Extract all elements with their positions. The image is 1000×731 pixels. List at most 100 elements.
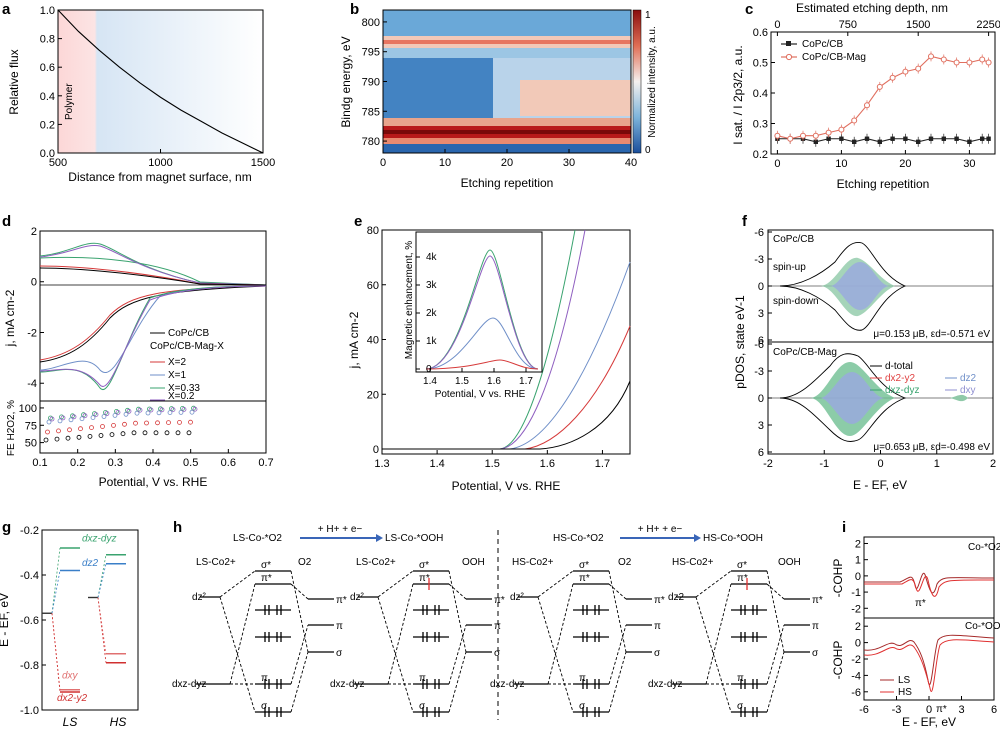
fe-point bbox=[192, 406, 198, 412]
h-mo-label: σ* bbox=[579, 560, 589, 571]
top-xlabel-c: Estimated etching depth, nm bbox=[796, 1, 948, 15]
c-xtick-label: 10 bbox=[835, 158, 847, 170]
ticks-a: 500 1000 1500 0.0 0.2 0.4 0.6 0.8 1.0 bbox=[40, 5, 276, 169]
fe-point bbox=[56, 428, 61, 434]
d-xtick-label: 0.6 bbox=[221, 457, 236, 469]
d-fe-ytick-label: 50 bbox=[25, 438, 37, 450]
point bbox=[903, 136, 908, 141]
f-xtick-label: -1 bbox=[819, 458, 829, 470]
c-top-xtick-label: 1500 bbox=[906, 19, 930, 31]
series-line-1 bbox=[777, 55, 989, 140]
cv-curves bbox=[39, 242, 267, 391]
mo-diagram-2: dz² dxz-dyz σ* π* π σ π* π σ bbox=[330, 560, 505, 717]
panel-a: a Polymer 500 1000 15000.00.20.40.60.81.0 … bbox=[2, 1, 275, 184]
legend-d: CoPc/CB CoPc/CB-Mag-X X=2 X=1 X=0.33 X=0… bbox=[150, 328, 224, 402]
axes-g bbox=[41, 529, 139, 711]
svg-text:HS-Co2+: HS-Co2+ bbox=[512, 557, 554, 568]
xlabel-e: Potential, V vs. RHE bbox=[452, 479, 561, 493]
e-inset-ytick-label: 0 bbox=[426, 364, 432, 375]
point bbox=[890, 136, 895, 141]
h-ligand-label: π bbox=[654, 621, 661, 632]
fe-point bbox=[49, 416, 55, 422]
h-mo-label: π* bbox=[579, 573, 590, 584]
ylabel-i-top: -COHP bbox=[831, 559, 845, 598]
fe-point bbox=[76, 434, 82, 440]
fe-point bbox=[145, 410, 151, 416]
xlabel-a: Distance from magnet surface, nm bbox=[68, 170, 251, 184]
svg-text:LS-Co2+: LS-Co2+ bbox=[356, 557, 396, 568]
panel-label-h: h bbox=[173, 519, 182, 536]
h-title-hs-ooh: HS-Co-*OOH bbox=[703, 533, 763, 544]
d-ytick-label: -2 bbox=[27, 327, 37, 339]
panel-label-c: c bbox=[745, 1, 753, 18]
c-ytick-label: 0.4 bbox=[753, 88, 768, 100]
levels-g: dxz-dyz dz2 dxy dx2-y2 bbox=[42, 533, 126, 704]
f-xtick-label: 0 bbox=[877, 458, 883, 470]
i-xtick-label: -6 bbox=[859, 704, 869, 716]
xlabel-f: E - EF, eV bbox=[853, 478, 907, 492]
fe-point bbox=[144, 420, 149, 426]
fe-point bbox=[131, 430, 137, 436]
c-top-xtick-label: 750 bbox=[839, 19, 857, 31]
point bbox=[877, 139, 882, 144]
i-top-ytick-label: 1 bbox=[855, 555, 861, 567]
ylabel-e: j, mA cm-2 bbox=[347, 311, 361, 369]
h-ligand-label: π bbox=[494, 621, 501, 632]
f-title-bottom: CoPc/CB-Mag bbox=[773, 347, 837, 358]
d-ytick-label: 0 bbox=[31, 277, 37, 289]
point bbox=[902, 68, 909, 75]
panel-i: i Co-*O2 Co-*OOH π* π* LS HS -6 -3 0 3 6 -2 -1… bbox=[831, 519, 1000, 729]
fe-point bbox=[189, 409, 195, 415]
point bbox=[812, 132, 819, 139]
fe-point bbox=[175, 430, 181, 436]
f-xtick-label: 2 bbox=[990, 458, 996, 470]
i-bot-ytick-label: -2 bbox=[851, 654, 861, 666]
d-xtick-label: 0.4 bbox=[145, 457, 160, 469]
i-bot-ytick-label: -6 bbox=[851, 687, 861, 699]
ylabel-d-fe: FE H2O2, % bbox=[6, 400, 17, 456]
h-correlation bbox=[695, 570, 785, 713]
panel-h: h LS-Co-*O2 + H+ + e− LS-Co-*OOH HS-Co-*… bbox=[172, 519, 823, 720]
h-arrow-ls: + H+ + e− bbox=[318, 524, 363, 535]
polymer-shading bbox=[58, 10, 263, 153]
h-mo-label: σ bbox=[419, 701, 426, 712]
h-correlation bbox=[219, 570, 309, 713]
g-ytick-label: -1.0 bbox=[20, 705, 39, 717]
h-title-ls-o2: LS-Co-*O2 bbox=[233, 533, 282, 544]
h-mo-label: π* bbox=[261, 573, 272, 584]
mo-diagram-1: dz² dxz-dyz σ* π* π σ π* π σ bbox=[172, 560, 347, 717]
fe-point bbox=[137, 407, 143, 413]
h-mo-label: π* bbox=[737, 573, 748, 584]
d-fe-ytick-label: 100 bbox=[19, 403, 37, 415]
fe-point bbox=[78, 426, 83, 432]
h-title-ls-ooh: LS-Co-*OOH bbox=[385, 533, 443, 544]
h-arrow-hs: + H+ + e− bbox=[638, 524, 683, 535]
fe-point bbox=[126, 408, 132, 414]
ticks-g: -1.0 -0.8 -0.6 -0.4 -0.2 bbox=[20, 525, 46, 717]
point bbox=[864, 102, 870, 109]
i-xtick-label: 3 bbox=[958, 704, 964, 716]
h-mo-label: σ bbox=[737, 701, 744, 712]
e-inset-xtick-label: 1.7 bbox=[519, 376, 533, 387]
e-ytick-label: 60 bbox=[367, 280, 379, 292]
fe-point bbox=[177, 419, 182, 425]
fe-point bbox=[89, 425, 94, 431]
inset-xlabel: Potential, V vs. RHE bbox=[435, 389, 526, 400]
i-top-ytick-label: 2 bbox=[855, 538, 861, 550]
fe-point bbox=[93, 412, 99, 418]
ticks-i: -6 -3 0 3 6 -2 -1 0 1 2 -6 -4 -2 0 2 bbox=[851, 538, 997, 716]
fe-point bbox=[82, 413, 88, 419]
fe-point bbox=[164, 430, 170, 436]
point bbox=[774, 132, 781, 139]
svg-text:dx2-y2: dx2-y2 bbox=[885, 373, 915, 384]
b-ytick-label: 795 bbox=[362, 47, 380, 59]
polymer-annotation: Polymer bbox=[64, 83, 75, 120]
i-top-ytick-label: 0 bbox=[855, 571, 861, 583]
d-fe-ytick-label: 75 bbox=[25, 420, 37, 432]
svg-text:X=1: X=1 bbox=[168, 370, 187, 381]
inset-ylabel: Magnetic enhancement, % bbox=[404, 241, 415, 360]
h-ligand-label: π bbox=[336, 621, 343, 632]
i-bot-ytick-label: -4 bbox=[851, 670, 861, 682]
